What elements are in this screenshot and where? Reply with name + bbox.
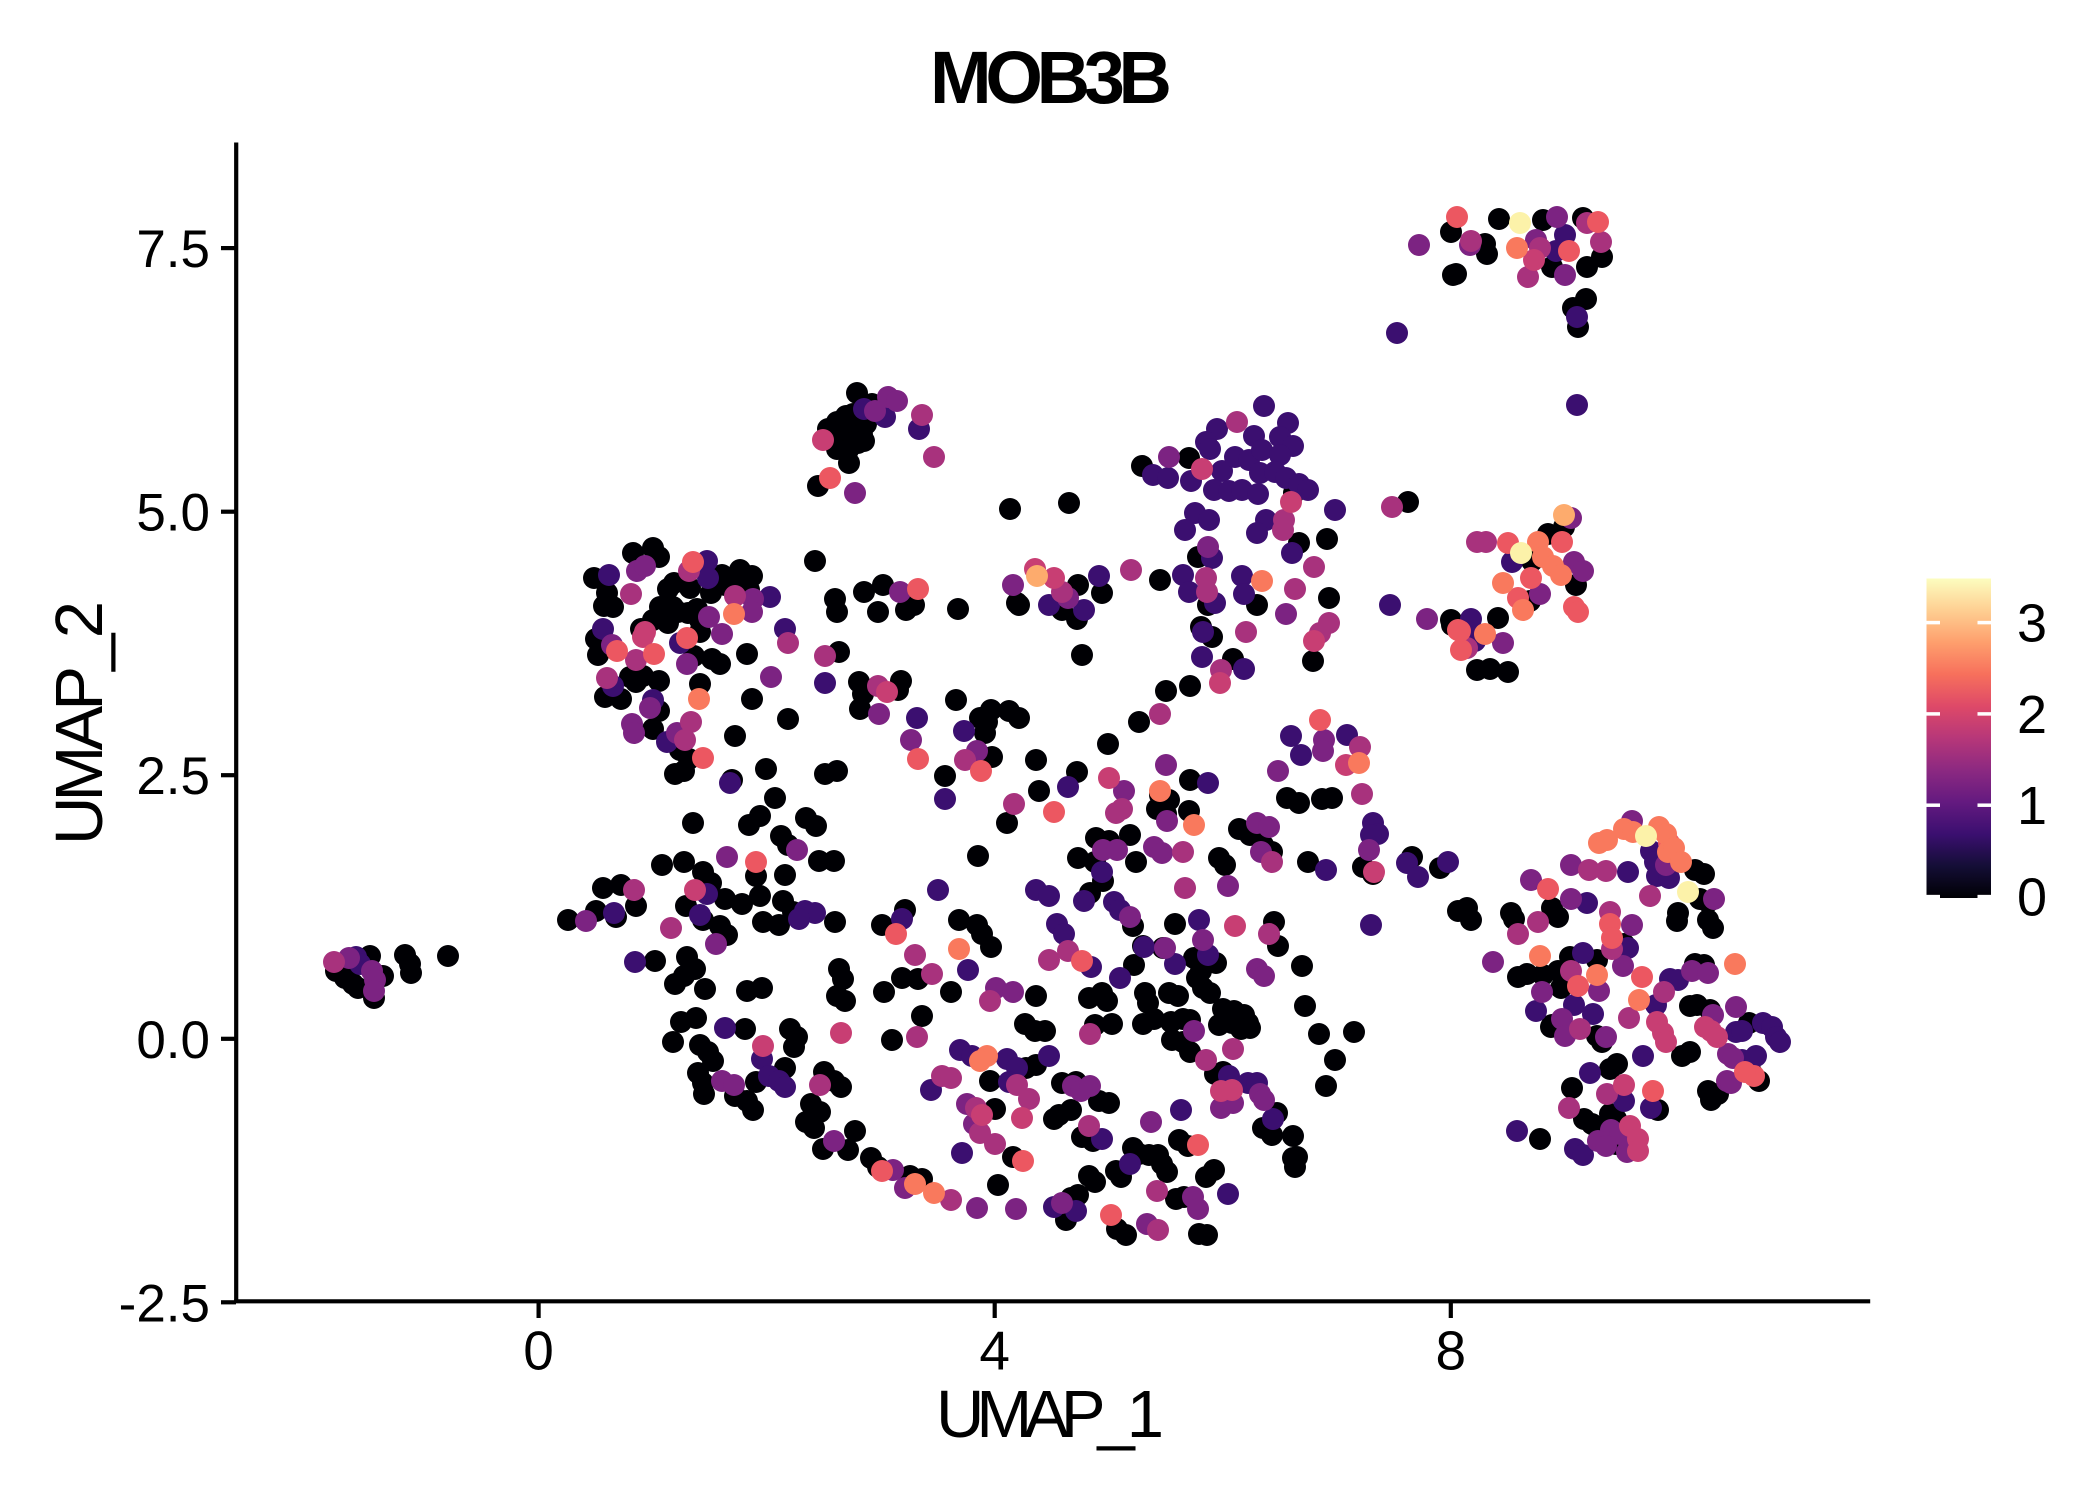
svg-text:2.5: 2.5 bbox=[136, 747, 210, 806]
svg-text:0.0: 0.0 bbox=[136, 1011, 210, 1070]
svg-text:7.5: 7.5 bbox=[136, 220, 210, 279]
svg-text:3: 3 bbox=[2017, 594, 2047, 654]
svg-text:0: 0 bbox=[523, 1320, 554, 1382]
svg-text:0: 0 bbox=[2017, 868, 2047, 928]
svg-text:2: 2 bbox=[2017, 685, 2047, 745]
svg-text:5.0: 5.0 bbox=[136, 484, 210, 543]
svg-text:8: 8 bbox=[1436, 1320, 1467, 1382]
svg-text:UMAP_1: UMAP_1 bbox=[936, 1377, 1164, 1452]
svg-text:MOB3B: MOB3B bbox=[930, 36, 1172, 119]
svg-text:UMAP_2: UMAP_2 bbox=[42, 601, 117, 845]
svg-text:4: 4 bbox=[979, 1320, 1010, 1382]
svg-text:-2.5: -2.5 bbox=[119, 1274, 210, 1333]
svg-text:1: 1 bbox=[2017, 776, 2047, 836]
